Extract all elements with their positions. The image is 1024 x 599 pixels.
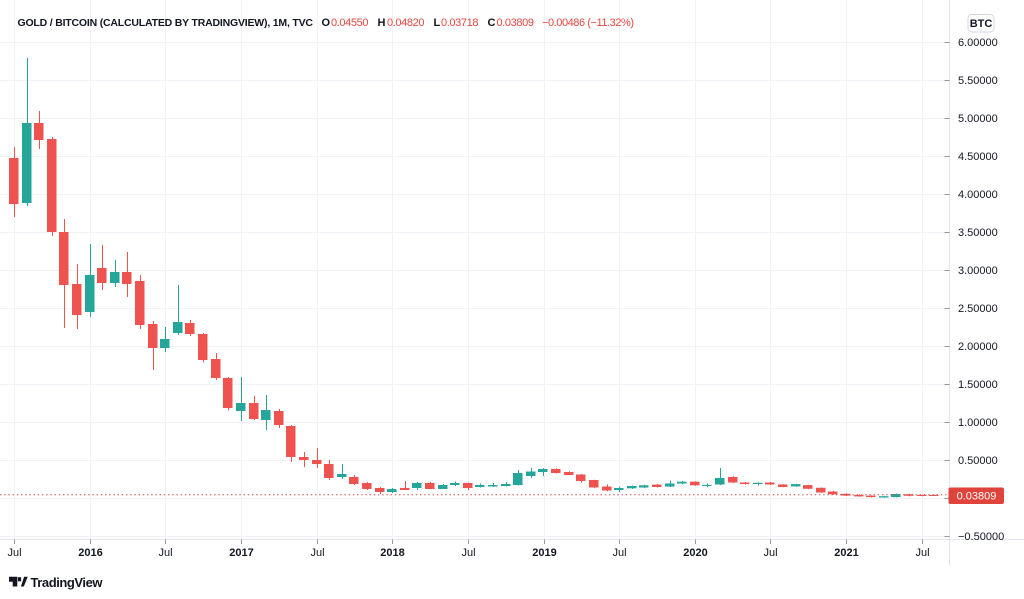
svg-text:O: O bbox=[322, 17, 331, 29]
svg-text:Jul: Jul bbox=[461, 547, 475, 559]
svg-text:4.00000: 4.00000 bbox=[958, 189, 998, 201]
svg-text:1.00000: 1.00000 bbox=[958, 417, 998, 429]
svg-text:0.03718: 0.03718 bbox=[441, 17, 479, 29]
svg-text:2.00000: 2.00000 bbox=[958, 341, 998, 353]
svg-text:Jul: Jul bbox=[763, 547, 777, 559]
svg-text:C: C bbox=[488, 17, 496, 29]
svg-text:Jul: Jul bbox=[158, 547, 172, 559]
svg-text:Jul: Jul bbox=[612, 547, 626, 559]
svg-text:H: H bbox=[378, 17, 386, 29]
svg-text:5.00000: 5.00000 bbox=[958, 113, 998, 125]
svg-text:2018: 2018 bbox=[380, 547, 404, 559]
svg-text:6.00000: 6.00000 bbox=[958, 37, 998, 49]
svg-text:2019: 2019 bbox=[532, 547, 556, 559]
svg-text:0.04550: 0.04550 bbox=[331, 17, 369, 29]
svg-text:Jul: Jul bbox=[310, 547, 324, 559]
svg-text:Jul: Jul bbox=[915, 547, 929, 559]
svg-text:0.03809: 0.03809 bbox=[497, 17, 535, 29]
svg-text:1.50000: 1.50000 bbox=[958, 379, 998, 391]
svg-text:−0.50000: −0.50000 bbox=[958, 531, 1004, 543]
svg-text:4.50000: 4.50000 bbox=[958, 151, 998, 163]
svg-text:0.03809: 0.03809 bbox=[957, 491, 997, 503]
svg-text:3.50000: 3.50000 bbox=[958, 227, 998, 239]
svg-text:0.04820: 0.04820 bbox=[387, 17, 425, 29]
svg-text:2016: 2016 bbox=[78, 547, 102, 559]
svg-text:2.50000: 2.50000 bbox=[958, 303, 998, 315]
svg-text:2021: 2021 bbox=[834, 547, 858, 559]
svg-text:TradingView: TradingView bbox=[31, 575, 104, 590]
svg-text:Jul: Jul bbox=[7, 547, 21, 559]
svg-text:BTC: BTC bbox=[970, 18, 993, 30]
svg-text:5.50000: 5.50000 bbox=[958, 75, 998, 87]
svg-text:2020: 2020 bbox=[683, 547, 707, 559]
svg-text:2017: 2017 bbox=[229, 547, 253, 559]
svg-text:3.00000: 3.00000 bbox=[958, 265, 998, 277]
svg-text:L: L bbox=[434, 17, 441, 29]
svg-text:0.50000: 0.50000 bbox=[958, 455, 998, 467]
svg-text:GOLD / BITCOIN (CALCULATED BY: GOLD / BITCOIN (CALCULATED BY TRADINGVIE… bbox=[18, 17, 314, 29]
svg-text:−0.00486 (−11.32%): −0.00486 (−11.32%) bbox=[542, 17, 634, 29]
